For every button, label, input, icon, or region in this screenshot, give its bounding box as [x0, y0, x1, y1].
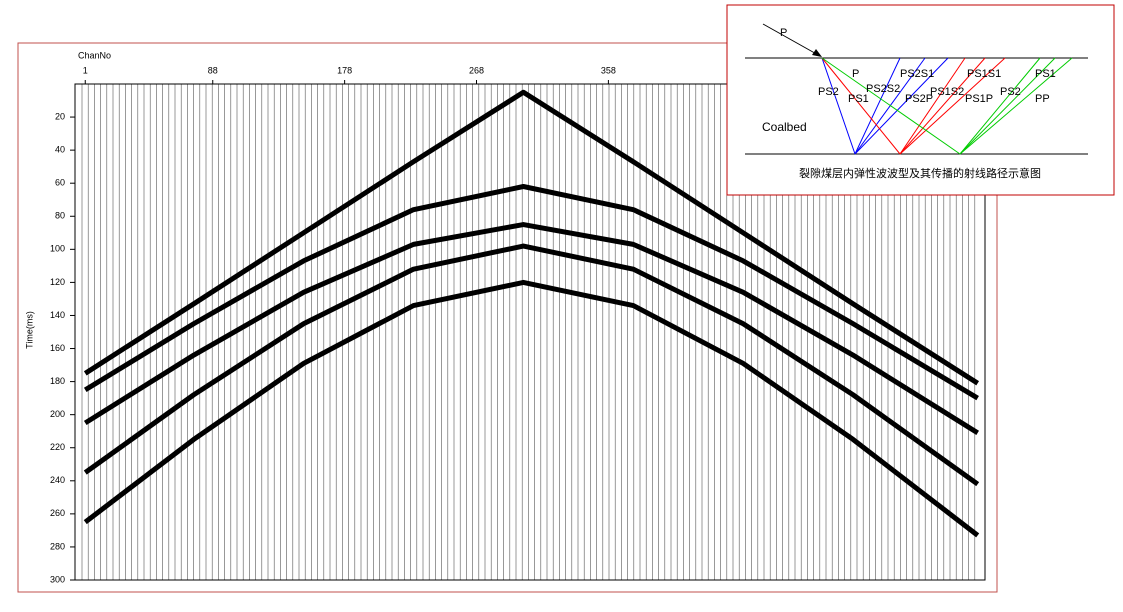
ray-label: P [852, 68, 859, 80]
ray-label: PS1S2 [930, 86, 964, 98]
inset-caption: 裂隙煤层内弹性波波型及其传播的射线路径示意图 [799, 166, 1041, 180]
y-tick-label: 20 [55, 111, 65, 121]
x-tick-label: 1 [83, 65, 88, 75]
layer-label: Coalbed [762, 120, 807, 134]
x-tick-label: 358 [601, 65, 616, 75]
event-line [83, 279, 980, 538]
x-tick-label: 268 [469, 65, 484, 75]
x-tick-label: 88 [208, 65, 218, 75]
ray-label: PS2 [818, 86, 839, 98]
ray-label: PS1 [848, 93, 869, 105]
y-tick-label: 160 [50, 343, 65, 353]
green-rays [821, 57, 1073, 155]
y-tick-label: 200 [50, 409, 65, 419]
y-tick-label: 120 [50, 277, 65, 287]
y-tick-label: 100 [50, 244, 65, 254]
y-tick-label: 300 [50, 574, 65, 584]
arrow [812, 49, 822, 57]
y-tick-label: 280 [50, 541, 65, 551]
ray-label: PS2P [905, 93, 933, 105]
ray-label: PS2S2 [866, 83, 900, 95]
y-tick-label: 240 [50, 475, 65, 485]
y-tick-label: 40 [55, 145, 65, 155]
event-line [83, 243, 980, 487]
inset-frame [726, 4, 1115, 196]
plot-area [74, 83, 986, 581]
event-line [83, 89, 980, 386]
event-line [83, 222, 979, 435]
red-rays [821, 57, 1006, 155]
ray-label: PS2S1 [900, 68, 934, 80]
ray-label: P [780, 27, 787, 39]
x-axis-label: ChanNo [78, 50, 111, 60]
y-tick-label: 140 [50, 310, 65, 320]
y-tick-label: 60 [55, 178, 65, 188]
x-tick-label: 178 [337, 65, 352, 75]
ray-label: PS1 [1035, 68, 1056, 80]
incident-ray [762, 23, 821, 57]
y-tick-label: 220 [50, 442, 65, 452]
event-line [83, 184, 979, 401]
ray-label: PS1P [965, 93, 993, 105]
ray-label: PS1S1 [967, 68, 1001, 80]
ray-label: PP [1035, 93, 1050, 105]
ray-label: PS2 [1000, 86, 1021, 98]
y-axis-label: Time(ms) [24, 311, 34, 349]
y-tick-label: 180 [50, 376, 65, 386]
y-tick-label: 80 [55, 211, 65, 221]
blue-rays [821, 57, 949, 155]
y-tick-label: 260 [50, 508, 65, 518]
inset-diagram: Coalbed 裂隙煤层内弹性波波型及其传播的射线路径示意图 PPPS2PS1P… [726, 4, 1115, 196]
